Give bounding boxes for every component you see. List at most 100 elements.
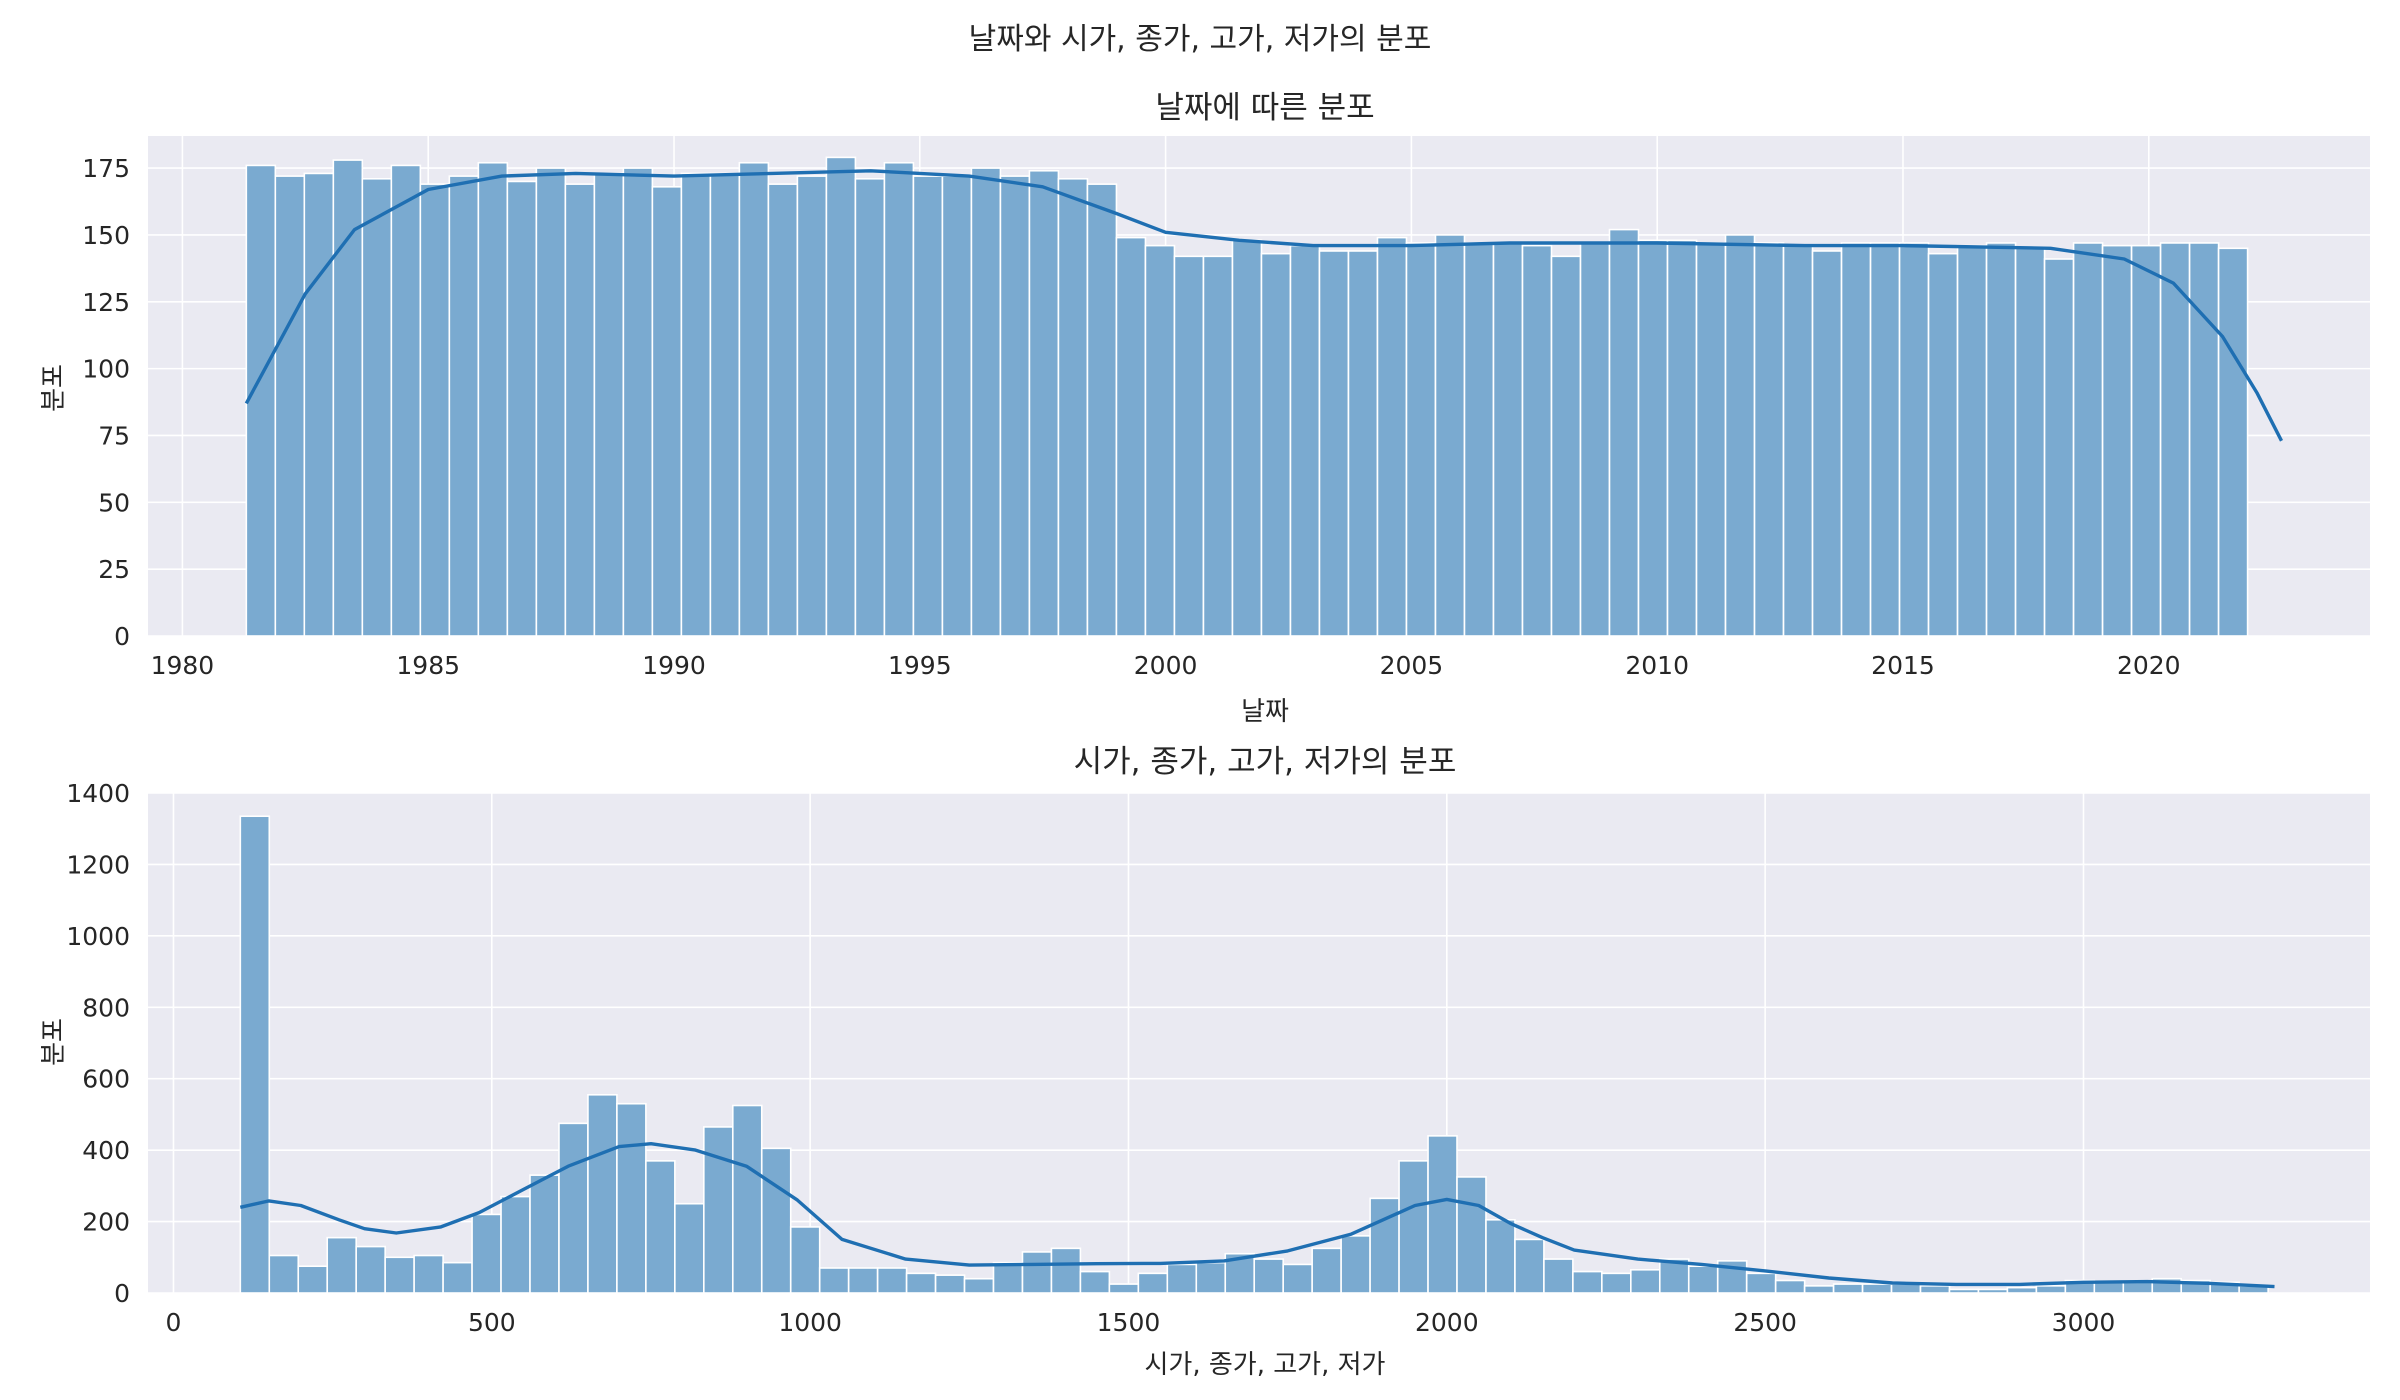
price-histogram-bar <box>1311 1247 1342 1294</box>
date-histogram-bar <box>2072 242 2104 637</box>
price-histogram-panel: 0 200 400 600 800 1000 1200 1400 0 500 1000 1500 200… <box>39 744 2370 1380</box>
price-histogram-bar <box>1021 1251 1053 1294</box>
date-histogram-panel: 0 25 50 75 100 125 150 175 1980 1985 1990 1995 2000 2… <box>39 90 2370 727</box>
price-ytick-label: 1200 <box>66 850 130 879</box>
price-ytick-label: 800 <box>82 993 130 1022</box>
price-histogram-bar <box>1369 1197 1400 1294</box>
date-ytick-label: 100 <box>82 355 130 384</box>
price-ytick-label: 1400 <box>66 779 130 808</box>
date-histogram-bar <box>1028 169 1060 637</box>
price-histogram-bar <box>963 1277 995 1294</box>
price-histogram-bar <box>703 1126 734 1294</box>
price-histogram-bar <box>1832 1283 1864 1294</box>
date-histogram-bar <box>1695 242 1727 637</box>
price-histogram-bar <box>1890 1283 1922 1294</box>
date-histogram-title: 날짜에 따른 분포 <box>1155 90 1374 126</box>
price-histogram-bar <box>876 1267 908 1294</box>
date-xtick-label: 1990 <box>642 651 706 680</box>
date-histogram-bar <box>1985 242 2017 637</box>
price-histogram-bar <box>355 1245 386 1294</box>
date-histogram-bar <box>1144 244 1176 637</box>
price-histogram-bar <box>297 1265 329 1294</box>
date-histogram-bar <box>999 175 1031 637</box>
price-histogram-bar <box>992 1261 1024 1294</box>
price-histogram-bar <box>1282 1263 1313 1294</box>
price-histogram-bar <box>1687 1265 1719 1294</box>
price-histogram-bar <box>934 1274 966 1294</box>
date-ytick-label: 25 <box>98 555 130 584</box>
date-xtick-label: 2015 <box>1871 651 1935 680</box>
price-xtick-label: 3000 <box>2052 1308 2116 1337</box>
price-kde-line <box>239 1142 2275 1289</box>
price-ytick-label: 200 <box>82 1208 130 1237</box>
date-histogram-bar <box>1347 250 1379 637</box>
date-histogram-bar <box>1927 252 1959 637</box>
date-histogram-bar <box>2014 247 2046 637</box>
price-histogram-bar <box>1195 1261 1227 1294</box>
price-xtick-label: 1000 <box>778 1308 842 1337</box>
price-ytick-label: 400 <box>82 1136 130 1165</box>
date-histogram-bar <box>1318 250 1350 637</box>
date-ytick-label: 125 <box>82 288 130 317</box>
date-histogram-bar <box>1434 234 1466 637</box>
price-histogram-bar <box>1079 1270 1111 1294</box>
date-histogram-bar <box>1463 242 1495 637</box>
date-histogram-ylabel: 분포 <box>39 364 69 412</box>
price-histogram-bar <box>789 1226 821 1294</box>
date-histogram-bar <box>1840 242 1872 637</box>
date-xtick-label: 1980 <box>151 651 215 680</box>
price-histogram-bar <box>2122 1281 2154 1294</box>
date-histogram-bar <box>883 161 915 637</box>
date-histogram-bar <box>912 175 944 637</box>
date-histogram-bar <box>970 167 1002 637</box>
price-histogram-bar <box>384 1256 415 1294</box>
date-histogram-bar <box>1057 177 1089 637</box>
date-histogram-bar <box>419 183 451 637</box>
date-histogram-bar <box>448 175 480 637</box>
price-xtick-label: 0 <box>166 1308 182 1337</box>
price-xtick-label: 1500 <box>1097 1308 1161 1337</box>
date-histogram-bar <box>1231 239 1263 637</box>
date-ytick-label: 50 <box>98 488 130 517</box>
figure-suptitle: 날짜와 시가, 종가, 고가, 저가의 분포 <box>969 22 1432 57</box>
price-histogram-bar <box>1630 1268 1661 1294</box>
date-histogram-bar <box>1376 236 1408 637</box>
date-histogram-bar <box>1173 255 1205 637</box>
price-ytick-label: 0 <box>114 1279 130 1308</box>
price-histogram-bar <box>645 1160 676 1294</box>
date-histogram-bar <box>1492 242 1524 637</box>
price-histogram-bar <box>587 1093 618 1294</box>
date-ytick-label: 150 <box>82 221 130 250</box>
price-histogram-bar <box>1166 1263 1198 1294</box>
date-xtick-label: 1985 <box>396 651 460 680</box>
price-histogram-bar <box>818 1267 850 1294</box>
price-histogram-bar <box>1601 1272 1632 1294</box>
date-histogram-bar <box>1956 244 1988 637</box>
date-histogram-bar <box>709 172 741 637</box>
price-histogram-xlabel: 시가, 종가, 고가, 저가 <box>1145 1350 1386 1380</box>
date-xtick-label: 2005 <box>1380 651 1444 680</box>
price-xtick-label: 500 <box>468 1308 516 1337</box>
date-histogram-bar <box>767 183 799 637</box>
price-histogram-bar <box>1948 1288 1980 1294</box>
date-histogram-bar <box>2101 244 2133 637</box>
price-histogram-bar <box>1919 1285 1951 1294</box>
date-histogram-bar <box>1869 242 1901 637</box>
date-ytick-label: 175 <box>82 154 130 183</box>
date-histogram-bar <box>1782 244 1814 637</box>
price-histogram-bar <box>239 815 271 1294</box>
price-histogram-bar <box>1398 1160 1429 1294</box>
price-histogram-bar <box>1861 1283 1893 1294</box>
date-histogram-bar <box>535 167 567 637</box>
date-histogram-bar <box>1811 250 1843 637</box>
date-histogram-bar <box>796 175 828 637</box>
price-histogram-bar <box>2035 1285 2067 1294</box>
price-histogram-bar <box>2006 1286 2038 1294</box>
price-histogram-bar <box>442 1261 473 1294</box>
price-histogram-bar <box>1745 1272 1777 1294</box>
date-histogram-bar <box>361 177 393 637</box>
date-histogram-bar <box>477 161 509 637</box>
price-histogram-bar <box>1977 1288 2009 1294</box>
price-histogram-bar <box>1253 1258 1284 1294</box>
date-histogram-bar <box>1724 234 1756 637</box>
